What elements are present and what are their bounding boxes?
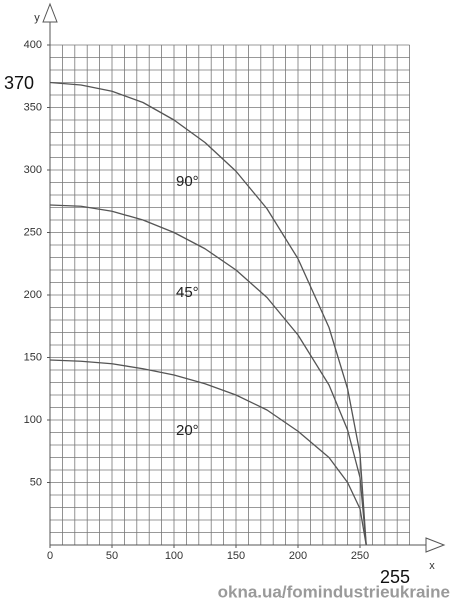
watermark: okna.ua/fomindustrieukraine: [218, 582, 450, 601]
x-axis-label: x: [429, 560, 435, 572]
curve-label: 20°: [176, 422, 199, 439]
y-tick-label: 350: [24, 101, 42, 113]
curve-label: 45°: [176, 284, 199, 301]
annotation: 370: [4, 73, 34, 93]
x-tick-label: 0: [47, 550, 53, 562]
y-axis-label: y: [34, 12, 40, 24]
x-axis-arrow: [425, 537, 446, 553]
y-axis-arrow: [42, 2, 58, 23]
curve-label: 90°: [176, 173, 199, 190]
y-tick-label: 150: [24, 351, 42, 363]
y-tick-label: 300: [24, 164, 42, 176]
y-tick-label: 250: [24, 226, 42, 238]
y-tick-label: 50: [30, 476, 42, 488]
x-tick-label: 250: [351, 550, 369, 562]
curve: [49, 359, 367, 546]
x-tick-label: 50: [106, 550, 118, 562]
y-tick-label: 100: [24, 414, 42, 426]
curve: [49, 81, 367, 546]
y-tick-label: 200: [24, 289, 42, 301]
annotation: 255: [380, 567, 410, 587]
x-tick-label: 100: [165, 550, 183, 562]
x-tick-label: 150: [227, 550, 245, 562]
y-tick-label: 400: [24, 39, 42, 51]
curve: [49, 204, 367, 546]
x-tick-label: 200: [289, 550, 307, 562]
